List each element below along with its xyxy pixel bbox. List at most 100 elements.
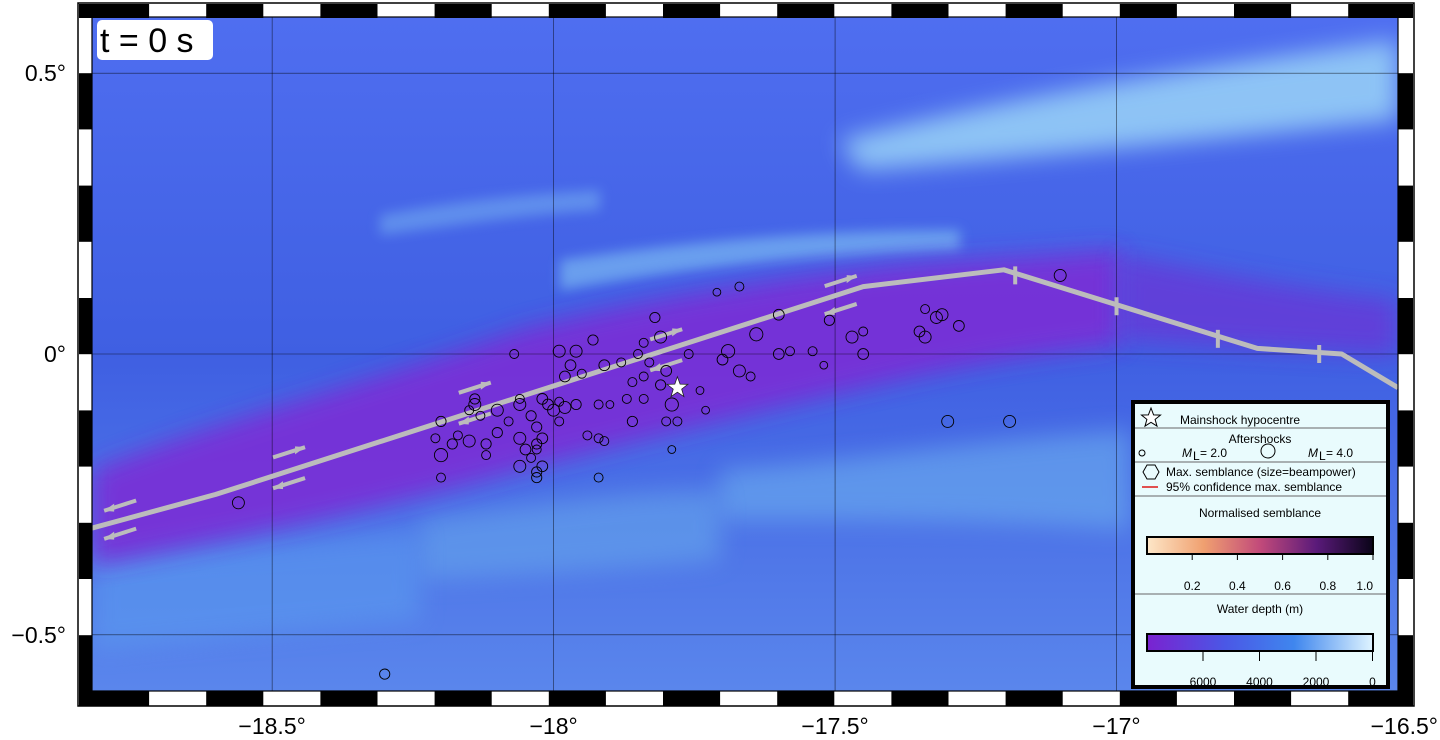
frame-segment-left-28: [79, 298, 92, 355]
frame-corner-br: [1398, 691, 1413, 706]
legend: Mainshock hypocentre Aftershocks M L = 2…: [1131, 400, 1390, 689]
y-tick-label-0: 0.5°: [25, 60, 66, 86]
legend-ml-symbol-small: M: [1182, 446, 1192, 460]
aftershock-circle-64: [531, 444, 542, 455]
legend-hexagon-icon: [1142, 464, 1160, 480]
x-tick-label-4: −16.5°: [1371, 713, 1438, 739]
aftershock-circle-73: [462, 434, 476, 448]
aftershock-circle-8: [918, 330, 932, 344]
frame-segment-bottom-15: [891, 691, 949, 706]
y-tick-label-2: −0.5°: [11, 622, 66, 648]
aftershock-circle-91: [701, 405, 710, 415]
aftershock-circle-21: [732, 364, 746, 378]
frame-segment-bottom-13: [777, 691, 835, 706]
shear-arrow-icon-9: [824, 302, 858, 317]
frame-corner-tl: [79, 4, 92, 18]
x-tick-labels: −18.5° −18° −17.5° −17° −16.5°: [238, 713, 1438, 739]
aftershock-circle-61: [513, 431, 527, 445]
aftershock-circle-44: [552, 344, 566, 358]
aftershock-circle-1: [734, 281, 745, 292]
shear-arrow-icon-2: [272, 445, 306, 460]
aftershock-circle-82: [475, 410, 486, 421]
frame-segment-bottom-17: [1005, 691, 1063, 706]
aftershock-circle-59: [503, 416, 514, 427]
aftershock-circle-85: [582, 430, 593, 441]
aftershock-circle-23: [683, 349, 694, 359]
semblance-tick-label-3: 0.8: [1319, 579, 1336, 593]
aftershock-circle-14: [785, 346, 795, 357]
shear-arrow-icon-4: [458, 380, 492, 395]
aftershock-circle-96: [231, 496, 245, 510]
depth-colorbar-ticks: 6000 4000 2000 0: [1190, 651, 1376, 689]
aftershock-circle-65: [519, 443, 532, 456]
frame-segment-top-18: [1119, 4, 1177, 18]
aftershock-circle-16: [807, 346, 818, 357]
aftershock-circle-97: [379, 668, 391, 680]
frame-segment-bottom-19: [1119, 691, 1177, 706]
frame-segment-left-26: [79, 185, 92, 242]
aftershock-circle-86: [599, 436, 610, 447]
aftershock-circle-32: [638, 371, 649, 382]
frame-segment-top-2: [206, 4, 264, 18]
aftershock-circle-31: [660, 365, 673, 377]
x-tick-label-0: −18.5°: [238, 713, 305, 739]
aftershock-circle-3: [920, 304, 931, 315]
aftershock-circle-49: [554, 396, 565, 407]
mainshock-star-icon: [665, 375, 690, 398]
semblance-colorbar: [1146, 536, 1374, 555]
frame-segment-top-12: [777, 4, 835, 18]
aftershock-circle-24: [654, 330, 668, 344]
frame-segment-bottom-11: [663, 691, 721, 706]
aftershock-circle-38: [621, 393, 632, 404]
aftershock-circle-57: [531, 421, 543, 433]
x-tick-label-1: −18°: [529, 713, 577, 739]
semblance-colorbar-ticks: 0.2 0.4 0.6 0.8 1.0: [1184, 554, 1374, 593]
aftershock-circle-80: [469, 393, 481, 405]
shear-arrow-icon-8: [824, 273, 858, 289]
frame-segment-top-20: [1234, 4, 1292, 18]
aftershock-circle-54: [554, 416, 565, 427]
semblance-tick-label-2: 0.6: [1274, 579, 1291, 593]
graticule: [92, 17, 1398, 691]
aftershock-circle-9: [858, 326, 869, 337]
frame-outer-border: [77, 2, 1415, 707]
aftershock-circle-11: [823, 314, 835, 326]
aftershock-circle-74: [446, 438, 458, 450]
aftershock-circle-79: [468, 398, 482, 411]
aftershock-circle-27: [633, 349, 643, 359]
aftershock-circle-20: [716, 353, 729, 366]
aftershock-circle-29: [598, 359, 611, 372]
fault-trace: [92, 266, 1398, 541]
aftershocks: [231, 268, 1067, 680]
aftershock-circle-2: [1053, 268, 1067, 282]
x-tick-label-3: −17°: [1092, 713, 1140, 739]
aftershock-circle-13: [749, 327, 764, 342]
frame-segment-right-31: [1398, 410, 1413, 467]
aftershock-circle-37: [638, 393, 649, 404]
frame-segment-bottom-7: [434, 691, 492, 706]
aftershock-circle-0: [712, 287, 722, 297]
aftershock-circle-56: [513, 398, 527, 411]
aftershock-circle-69: [531, 466, 543, 478]
mainshock-star: [665, 375, 690, 398]
time-badge: t = 0 s: [97, 20, 213, 60]
aftershock-circle-58: [490, 403, 504, 417]
aftershock-circle-89: [661, 416, 672, 427]
aftershock-circle-70: [531, 472, 543, 484]
aftershock-circle-42: [559, 370, 571, 383]
legend-ml-subscript-large: L: [1319, 449, 1326, 463]
aftershock-circle-66: [526, 452, 537, 463]
aftershock-circle-5: [929, 311, 943, 324]
aftershock-circle-83: [436, 472, 446, 483]
semblance-tick-label-1: 0.4: [1229, 579, 1246, 593]
depth-tick-label-3: 0: [1369, 675, 1376, 689]
aftershock-circle-47: [570, 398, 582, 411]
frame-segment-top-0: [92, 4, 150, 18]
aftershock-circle-35: [695, 386, 705, 395]
legend-semblance-title: Normalised semblance: [1199, 506, 1321, 520]
depth-tick-label-0: 6000: [1190, 675, 1217, 689]
aftershock-circle-41: [564, 359, 577, 372]
depth-tick-label-2: 2000: [1303, 675, 1330, 689]
frame-segment-top-22: [1348, 4, 1398, 18]
